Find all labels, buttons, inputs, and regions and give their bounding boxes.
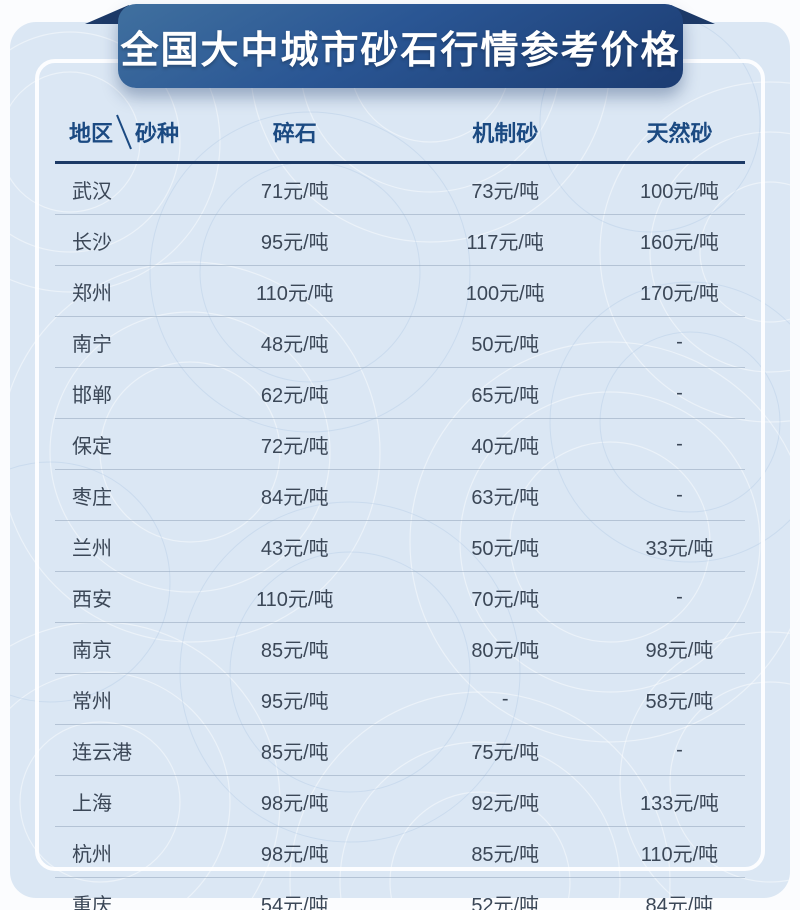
price-cell: 98元/吨 [193,775,397,827]
table-row: 郑州 110元/吨 100元/吨 170元/吨 [55,265,745,317]
price-cell: - [396,673,614,725]
price-cell: - [613,469,745,521]
price-cell: 100元/吨 [613,162,745,215]
price-cell: 85元/吨 [193,622,397,674]
price-cell: 110元/吨 [613,826,745,878]
table-row: 上海 98元/吨 92元/吨 133元/吨 [55,775,745,827]
city-cell: 郑州 [55,265,193,317]
price-cell: 84元/吨 [645,894,714,910]
price-cell: 100元/吨 [396,265,614,317]
table-row: 武汉 71元/吨 73元/吨 100元/吨 [55,162,745,215]
header-sand-type-label: 砂种 [135,121,180,146]
price-cell: 110元/吨 [193,571,397,623]
price-cell: 50元/吨 [396,316,614,368]
table-body: 武汉 71元/吨 73元/吨 100元/吨 长沙 95元/吨 117元/吨 160元/吨 郑州 1… [55,162,745,910]
city-cell: 连云港 [55,724,193,776]
city-cell: 重庆 [72,894,112,910]
price-cell: 110元/吨 [193,265,397,317]
price-cell: 40元/吨 [396,418,614,470]
price-cell: 98元/吨 [613,622,745,674]
page-title: 全国大中城市砂石行情参考价格 [120,29,681,72]
price-cell: 65元/吨 [396,367,614,419]
header-region-label: 地区 [69,121,114,146]
price-cell: 70元/吨 [396,571,614,623]
price-cell: - [613,418,745,470]
city-cell: 常州 [55,673,193,725]
table-row: 枣庄 84元/吨 63元/吨 - [55,469,745,521]
price-cell: - [613,571,745,623]
city-cell: 杭州 [55,826,193,878]
price-cell: 62元/吨 [193,367,397,419]
price-cell: 85元/吨 [193,724,397,776]
price-cell: 71元/吨 [193,162,397,215]
header-diagonal-divider-icon [116,114,132,150]
price-cell: - [613,316,745,368]
city-cell: 南宁 [55,316,193,368]
price-cell: 84元/吨 [193,469,397,521]
price-cell: - [613,367,745,419]
price-cell: 43元/吨 [193,520,397,572]
price-cell: - [613,724,745,776]
table-row: 连云港 85元/吨 75元/吨 - [55,724,745,776]
table-row: 长沙 95元/吨 117元/吨 160元/吨 [55,214,745,266]
city-cell: 枣庄 [55,469,193,521]
price-cell: 92元/吨 [396,775,614,827]
price-cell: 85元/吨 [396,826,614,878]
table-row: 西安 110元/吨 70元/吨 - [55,571,745,623]
table-row: 保定 72元/吨 40元/吨 - [55,418,745,470]
header-natural-sand: 天然砂 [613,114,745,164]
price-cell: 73元/吨 [396,162,614,215]
city-cell: 南京 [55,622,193,674]
price-cell: 95元/吨 [193,214,397,266]
title-banner: 全国大中城市砂石行情参考价格 [118,4,683,88]
city-cell: 长沙 [55,214,193,266]
table-row: 常州 95元/吨 -58元/吨 [55,673,745,725]
city-cell: 西安 [55,571,193,623]
price-cell: 33元/吨 [613,520,745,572]
price-cell: 80元/吨 [396,622,614,674]
price-cell: 52元/吨 [471,894,540,910]
table-row: 邯郸 62元/吨 65元/吨 - [55,367,745,419]
header-region-sand: 地区 砂种 [55,114,193,164]
table-row: 南京 85元/吨 80元/吨 98元/吨 [55,622,745,674]
table-row: 杭州 98元/吨 85元/吨 110元/吨 [55,826,745,878]
price-cell: 160元/吨 [613,214,745,266]
price-cell: 95元/吨 [193,673,397,725]
table-row: 南宁 48元/吨 50元/吨 - [55,316,745,368]
price-cell: 117元/吨 [396,214,614,266]
city-cell: 上海 [55,775,193,827]
header-crushed-stone: 碎石 [193,114,397,164]
price-cell: 98元/吨 [193,826,397,878]
table-header-row: 地区 砂种 碎石 机制砂 天然砂 [55,114,745,164]
table-row: 兰州 43元/吨 50元/吨 33元/吨 [55,520,745,572]
price-cell: 170元/吨 [613,265,745,317]
header-machine-made-sand: 机制砂 [396,114,614,164]
city-cell: 邯郸 [55,367,193,419]
city-cell: 兰州 [55,520,193,572]
price-cell: 63元/吨 [396,469,614,521]
price-cell: 72元/吨 [193,418,397,470]
table-row: 重庆 54元/吨 52元/吨 84元/吨 [55,878,745,910]
price-cell: 54元/吨 [260,894,329,910]
price-cell: 50元/吨 [396,520,614,572]
price-cell: 133元/吨 [613,775,745,827]
price-cell: 75元/吨 [396,724,614,776]
price-cell: 58元/吨 [613,673,745,725]
city-cell: 保定 [55,418,193,470]
price-cell: 48元/吨 [193,316,397,368]
city-cell: 武汉 [55,162,193,215]
price-table: 地区 砂种 碎石 机制砂 天然砂 武汉 71元/吨 73元/吨 100元/吨 长沙 95元… [55,114,745,910]
